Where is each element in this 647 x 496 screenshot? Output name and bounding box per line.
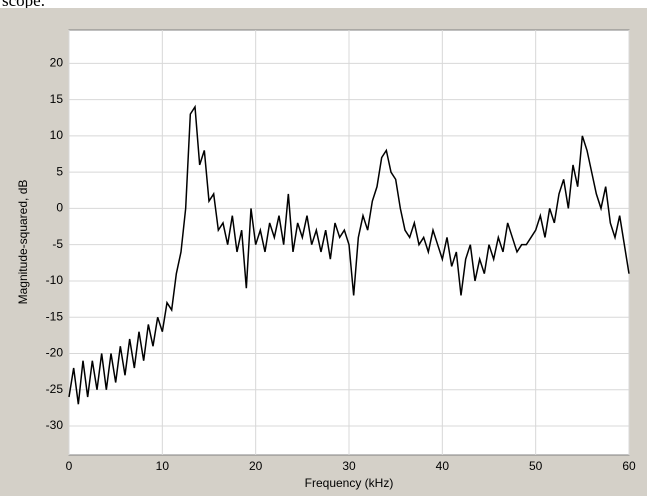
y-tick-label: 20 [50, 56, 64, 70]
x-tick-label: 30 [342, 459, 356, 473]
y-tick-label: 15 [50, 92, 64, 106]
x-axis-label: Frequency (kHz) [305, 476, 394, 490]
y-tick-label: -10 [46, 273, 64, 287]
x-tick-label: 20 [249, 459, 263, 473]
y-tick-label: 10 [50, 128, 64, 142]
x-tick-label: 60 [622, 459, 636, 473]
y-tick-label: -20 [46, 346, 64, 360]
y-tick-label: -25 [46, 382, 64, 396]
x-tick-label: 50 [529, 459, 543, 473]
y-axis-label: Magnitude-squared, dB [16, 180, 30, 305]
spectrum-line [68, 104, 630, 405]
y-tick-label: 5 [56, 164, 63, 178]
y-tick-label: 0 [56, 201, 63, 215]
caption: scope. [2, 0, 45, 10]
y-tick-label: -30 [46, 418, 64, 432]
y-tick-label: -5 [52, 237, 63, 251]
x-tick-label: 10 [156, 459, 170, 473]
y-tick-label: -15 [46, 309, 64, 323]
x-tick-label: 40 [436, 459, 450, 473]
x-tick-label: 0 [66, 459, 73, 473]
